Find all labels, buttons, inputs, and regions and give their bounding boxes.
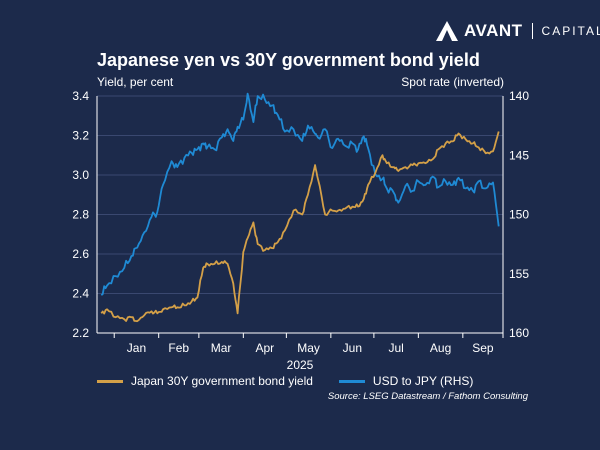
series-line-usdjpy: [100, 92, 500, 296]
y-left-tick-2.4: 2.4: [72, 287, 89, 301]
x-axis-year: 2025: [287, 358, 314, 372]
left-axis-label: Yield, per cent: [97, 75, 174, 89]
x-tick-jan: Jan: [127, 341, 146, 355]
brand-logo: AVANT CAPITAL: [436, 21, 600, 41]
y-right-tick-145: 145: [509, 148, 529, 162]
x-tick-aug: Aug: [430, 341, 451, 355]
legend-swatch-usdjpy: [338, 379, 365, 383]
brand-divider: [531, 23, 533, 39]
x-tick-sep: Sep: [472, 341, 494, 355]
y-right-tick-150: 150: [509, 208, 529, 222]
y-left-tick-2.8: 2.8: [72, 208, 89, 222]
brand-name: AVANT: [464, 21, 523, 40]
y-left-tick-3.4: 3.4: [72, 89, 89, 103]
avant-logo-icon: [436, 21, 458, 41]
brand-subtitle: CAPITAL: [541, 24, 600, 38]
legend-item-usdjpy: USD to JPY (RHS): [338, 374, 474, 388]
y-left-tick-2.2: 2.2: [72, 326, 89, 340]
y-left-tick-3.2: 3.2: [72, 129, 89, 143]
legend: Japan 30Y government bond yield USD to J…: [97, 374, 499, 388]
source-note: Source: LSEG Datastream / Fathom Consult…: [327, 391, 528, 402]
series-line-jgb-30y: [100, 131, 500, 323]
y-right-tick-155: 155: [509, 267, 529, 281]
right-axis-label: Spot rate (inverted): [401, 75, 504, 89]
x-tick-apr: Apr: [256, 341, 275, 355]
legend-label-usdjpy: USD to JPY (RHS): [372, 374, 474, 388]
legend-swatch-jgb: [97, 379, 123, 383]
y-right-tick-160: 160: [509, 326, 529, 340]
x-tick-jun: Jun: [343, 341, 362, 355]
x-tick-mar: Mar: [211, 341, 232, 355]
x-tick-jul: Jul: [388, 341, 403, 355]
y-left-tick-3.0: 3.0: [72, 168, 89, 182]
y-left-tick-2.6: 2.6: [72, 247, 89, 261]
y-right-tick-140: 140: [509, 89, 529, 103]
x-tick-feb: Feb: [168, 341, 189, 355]
chart-title: Japanese yen vs 30Y government bond yiel…: [97, 50, 480, 70]
x-tick-may: May: [297, 341, 320, 355]
legend-item-jgb: Japan 30Y government bond yield: [97, 374, 313, 388]
legend-label-jgb: Japan 30Y government bond yield: [131, 374, 313, 388]
